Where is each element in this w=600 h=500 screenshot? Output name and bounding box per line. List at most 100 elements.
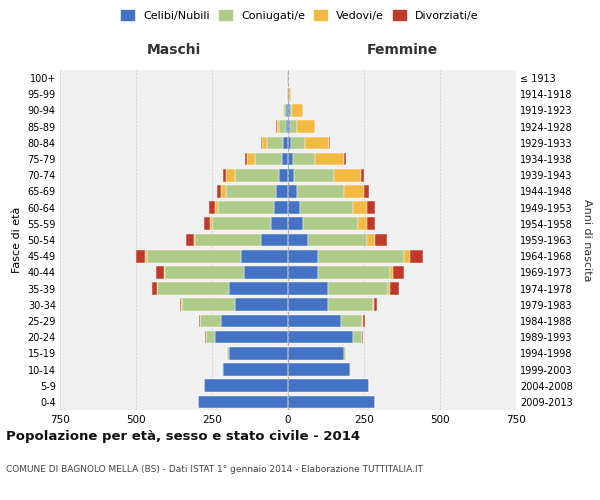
Bar xyxy=(226,185,276,198)
Bar xyxy=(362,331,363,344)
Y-axis label: Fasce di età: Fasce di età xyxy=(12,207,22,273)
Bar xyxy=(367,218,374,230)
Bar xyxy=(288,152,293,166)
Bar xyxy=(254,152,282,166)
Bar xyxy=(229,282,288,295)
Bar xyxy=(157,282,229,295)
Bar xyxy=(247,152,254,166)
Bar xyxy=(308,234,367,246)
Bar xyxy=(286,104,288,117)
Bar xyxy=(288,298,328,311)
Bar xyxy=(244,266,288,278)
Bar xyxy=(212,218,271,230)
Bar xyxy=(353,202,367,214)
Bar xyxy=(186,234,194,246)
Bar xyxy=(289,88,291,101)
Bar xyxy=(410,250,423,262)
Bar xyxy=(288,202,300,214)
Bar xyxy=(319,266,390,278)
Bar xyxy=(367,202,374,214)
Bar xyxy=(199,396,288,408)
Bar xyxy=(363,314,365,328)
Bar xyxy=(200,314,221,328)
Bar xyxy=(267,136,283,149)
Bar xyxy=(288,234,308,246)
Bar xyxy=(362,314,363,328)
Bar xyxy=(303,218,358,230)
Bar xyxy=(283,104,284,117)
Bar xyxy=(235,169,279,181)
Bar xyxy=(294,169,334,181)
Bar xyxy=(222,363,223,376)
Bar xyxy=(328,298,373,311)
Bar xyxy=(288,363,350,376)
Bar xyxy=(260,234,288,246)
Bar xyxy=(164,266,165,278)
Bar xyxy=(297,185,344,198)
Bar xyxy=(288,136,291,149)
Y-axis label: Anni di nascita: Anni di nascita xyxy=(583,198,592,281)
Bar xyxy=(284,104,286,117)
Text: Maschi: Maschi xyxy=(147,43,201,57)
Bar xyxy=(279,169,288,181)
Bar xyxy=(288,185,297,198)
Bar xyxy=(218,202,274,214)
Bar xyxy=(271,218,288,230)
Bar xyxy=(215,202,218,214)
Bar xyxy=(319,250,404,262)
Bar xyxy=(290,120,296,133)
Bar xyxy=(288,331,353,344)
Bar xyxy=(288,282,328,295)
Bar xyxy=(262,136,267,149)
Bar xyxy=(227,347,229,360)
Bar xyxy=(388,282,390,295)
Text: Femmine: Femmine xyxy=(367,43,437,57)
Bar xyxy=(404,250,410,262)
Bar xyxy=(226,169,235,181)
Bar xyxy=(217,185,221,198)
Bar xyxy=(221,314,288,328)
Bar xyxy=(393,266,404,278)
Bar xyxy=(221,185,226,198)
Bar xyxy=(199,314,200,328)
Bar xyxy=(223,363,288,376)
Bar xyxy=(211,218,212,230)
Text: Popolazione per età, sesso e stato civile - 2014: Popolazione per età, sesso e stato civil… xyxy=(6,430,360,443)
Bar xyxy=(288,120,290,133)
Bar xyxy=(145,250,146,262)
Bar xyxy=(282,152,288,166)
Bar xyxy=(300,202,353,214)
Bar xyxy=(223,169,226,181)
Bar xyxy=(288,314,341,328)
Bar xyxy=(290,104,292,117)
Bar xyxy=(276,185,288,198)
Bar xyxy=(350,363,351,376)
Bar xyxy=(245,152,247,166)
Bar xyxy=(180,298,181,311)
Bar xyxy=(287,88,288,101)
Bar xyxy=(367,234,374,246)
Bar xyxy=(288,396,374,408)
Bar xyxy=(205,331,206,344)
Bar xyxy=(288,104,290,117)
Bar xyxy=(344,152,346,166)
Bar xyxy=(344,185,364,198)
Bar xyxy=(288,347,344,360)
Bar xyxy=(288,380,368,392)
Bar xyxy=(136,250,145,262)
Bar xyxy=(205,218,211,230)
Bar xyxy=(288,169,294,181)
Bar xyxy=(229,347,288,360)
Bar xyxy=(374,234,387,246)
Bar xyxy=(315,120,316,133)
Bar xyxy=(195,234,260,246)
Legend: Celibi/Nubili, Coniugati/e, Vedovi/e, Divorziati/e: Celibi/Nubili, Coniugati/e, Vedovi/e, Di… xyxy=(117,6,483,25)
Bar xyxy=(296,120,315,133)
Bar xyxy=(261,136,262,149)
Bar xyxy=(373,298,374,311)
Bar xyxy=(293,152,316,166)
Bar xyxy=(241,250,288,262)
Bar xyxy=(288,250,319,262)
Bar xyxy=(288,88,289,101)
Bar xyxy=(205,380,288,392)
